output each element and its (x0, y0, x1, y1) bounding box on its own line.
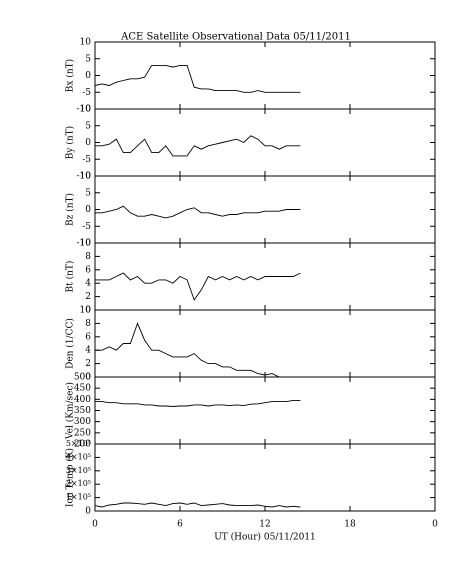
y-tick-label: 2×10⁵ (66, 479, 91, 488)
data-line (94, 502, 301, 508)
y-tick-label: 4×10⁵ (66, 452, 91, 461)
x-tick-label: 0 (432, 520, 438, 530)
y-tick-label: 10 (80, 105, 92, 115)
y-tick-label: 2 (85, 292, 91, 302)
y-axis-label: Den (1/CC) (65, 318, 76, 369)
y-axis-label: Bz (nT) (65, 193, 76, 226)
chart-title: ACE Satellite Observational Data 05/11/2… (120, 32, 351, 43)
data-line (95, 135, 301, 157)
y-tick-label: -5 (82, 88, 91, 98)
y-tick-label: 5 (85, 188, 91, 198)
y-tick-label: 10 (80, 306, 92, 316)
y-tick-label: 2 (85, 359, 91, 369)
data-line (95, 399, 301, 407)
y-tick-label: 250 (74, 428, 91, 438)
y-tick-label: 5 (85, 121, 91, 131)
y-tick-label: -10 (77, 172, 92, 182)
data-line (94, 64, 301, 93)
data-line (95, 272, 301, 301)
y-tick-label: 300 (74, 417, 91, 427)
panel-frame (94, 443, 436, 512)
x-axis-label: UT (Hour) 05/11/2011 (214, 532, 316, 543)
y-tick-label: 8 (85, 319, 91, 329)
y-tick-label: 4 (85, 279, 91, 289)
y-axis-label: By (nT) (65, 126, 76, 159)
x-tick-label: 0 (92, 520, 98, 530)
x-tick-label: 12 (259, 520, 270, 530)
y-tick-label: 0 (85, 306, 91, 316)
y-tick-label: 0 (85, 71, 91, 81)
y-axis-label: Bt (nT) (65, 261, 76, 293)
y-tick-label: 0 (85, 507, 91, 517)
y-tick-label: 10 (80, 38, 92, 48)
y-tick-label: 5×10⁵ (66, 439, 91, 448)
panel-frame (94, 175, 436, 244)
y-tick-label: 400 (74, 395, 91, 405)
y-tick-label: 200 (74, 440, 91, 450)
y-tick-label: 450 (74, 384, 91, 394)
y-tick-label: 350 (74, 406, 91, 416)
data-line (95, 205, 301, 219)
y-axis-label: Bx (nT) (65, 59, 76, 92)
y-tick-label: 1×10⁵ (66, 493, 91, 502)
y-tick-label: 8 (85, 252, 91, 262)
x-tick-label: 6 (177, 520, 183, 530)
y-tick-label: 0 (85, 138, 91, 148)
y-tick-label: 4 (85, 346, 91, 356)
x-tick-label: 18 (344, 520, 356, 530)
y-tick-label: 6 (85, 265, 91, 275)
panel-frame (94, 376, 436, 445)
y-axis-label: Ion Temp (K) (65, 448, 76, 507)
y-tick-label: 6 (85, 332, 91, 342)
y-tick-label: 0 (85, 373, 91, 383)
y-tick-label: -5 (82, 222, 91, 232)
y-tick-label: -10 (77, 105, 92, 115)
y-tick-label: -10 (77, 239, 92, 249)
y-tick-label: 0 (85, 205, 91, 215)
y-axis-label: Vel (Km/sec) (65, 382, 76, 440)
y-tick-label: 500 (74, 373, 91, 383)
y-tick-label: 10 (80, 172, 92, 182)
panel-frame (94, 309, 436, 378)
y-tick-label: 5 (85, 54, 91, 64)
y-tick-label: 10 (80, 239, 92, 249)
data-line (95, 322, 301, 378)
y-tick-label: -5 (82, 155, 91, 165)
y-tick-label: 3×10⁵ (66, 466, 91, 475)
